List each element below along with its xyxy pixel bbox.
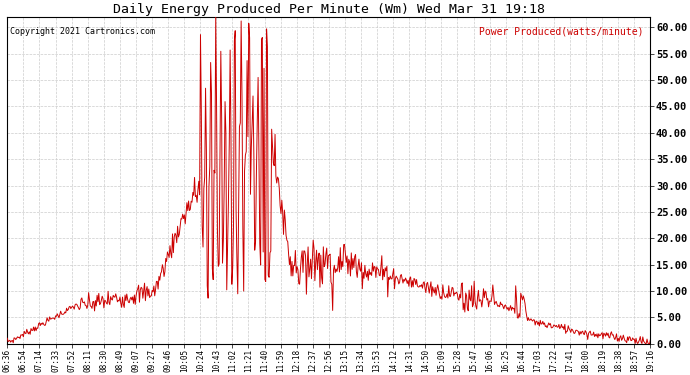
Text: Power Produced(watts/minute): Power Produced(watts/minute)	[480, 27, 644, 37]
Title: Daily Energy Produced Per Minute (Wm) Wed Mar 31 19:18: Daily Energy Produced Per Minute (Wm) We…	[113, 3, 545, 16]
Text: Copyright 2021 Cartronics.com: Copyright 2021 Cartronics.com	[10, 27, 155, 36]
